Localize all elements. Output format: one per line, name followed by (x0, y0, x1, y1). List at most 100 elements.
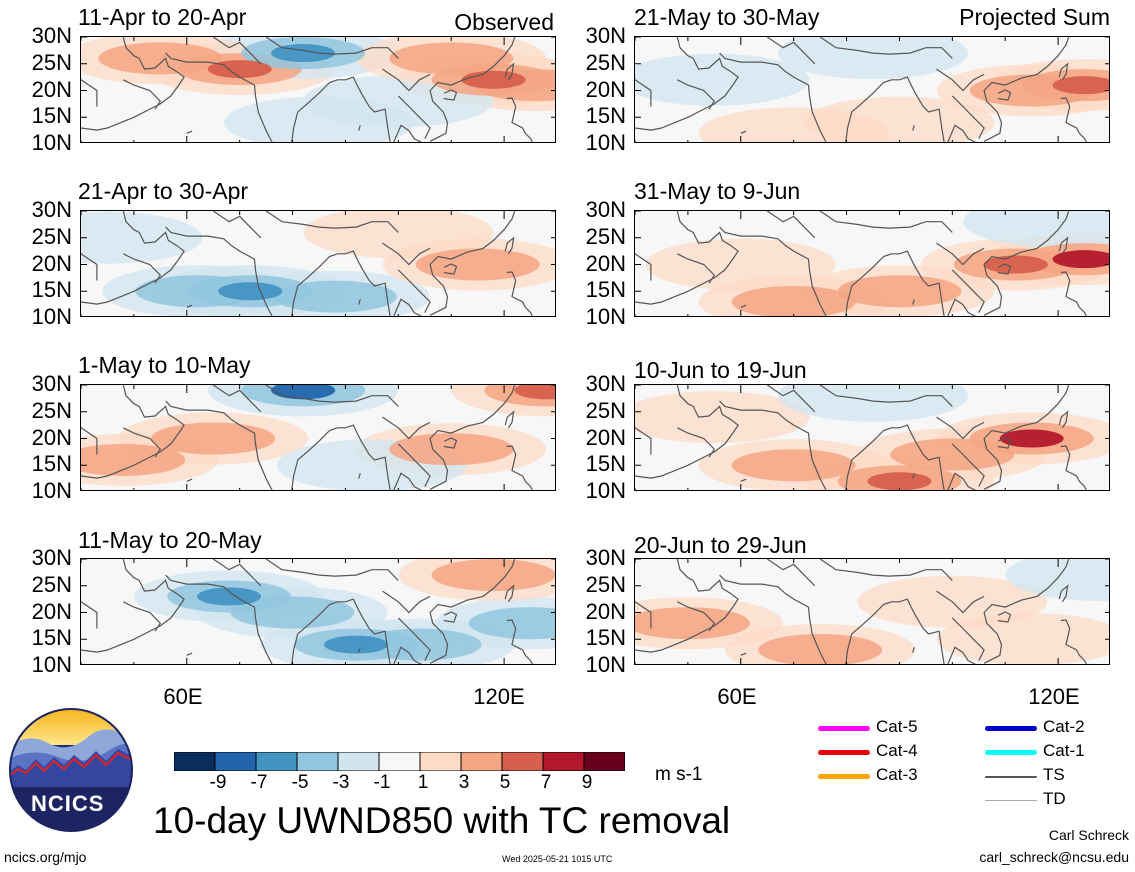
footer-url: ncics.org/mjo (4, 849, 87, 865)
lat-label: 10N (31, 478, 72, 503)
colorbar-tick-label: -7 (250, 772, 268, 793)
heatmap-cell (303, 211, 494, 259)
lat-label: 30N (585, 371, 626, 396)
colorbar-tick-label: -3 (332, 772, 350, 793)
coastline (506, 445, 533, 490)
coastline (81, 211, 185, 305)
coastline (912, 125, 915, 131)
lat-label: 15N (31, 277, 72, 303)
panel-title-7: 10-Jun to 19-Jun (634, 357, 807, 383)
lat-label: 15N (585, 625, 626, 651)
coastline (912, 647, 915, 653)
coastline (165, 52, 273, 142)
coastline (506, 97, 533, 142)
coastline (291, 76, 391, 142)
colorbar-tick-label: 5 (499, 772, 511, 793)
coastline (291, 424, 391, 490)
coastline (212, 211, 262, 239)
coastline (393, 472, 423, 490)
heatmap-cell (1052, 250, 1109, 269)
coastline (165, 574, 273, 664)
coastline (186, 652, 193, 656)
panel-title-8: 20-Jun to 29-Jun (634, 532, 807, 558)
coastline (845, 76, 945, 142)
map-panel-1 (80, 36, 556, 143)
coastline (635, 559, 739, 653)
coastline (81, 599, 98, 629)
coastline (123, 79, 162, 110)
legend-label: Cat-4 (876, 741, 918, 760)
coastline (358, 299, 361, 305)
coastline (845, 598, 945, 664)
coastline (265, 385, 399, 407)
heatmap-3 (81, 385, 555, 490)
lat-label: 10N (31, 652, 72, 677)
coastline (719, 226, 827, 316)
lat-label: 20N (31, 598, 72, 624)
colorbar-swatch (214, 751, 257, 772)
heatmap-cell (778, 385, 968, 422)
coastline (912, 299, 915, 305)
coastline (997, 263, 1012, 275)
coastline (265, 37, 399, 59)
lat-label: 10N (31, 130, 72, 155)
coastline (635, 425, 652, 455)
coastline (740, 304, 747, 308)
footer-timestamp: Wed 2025-05-21 1015 UTC (502, 854, 613, 864)
coastline (291, 250, 391, 316)
coastline (1058, 584, 1069, 603)
lat-label: 10N (585, 478, 626, 503)
coastline (81, 385, 185, 479)
coastline (766, 211, 816, 239)
coastline (81, 77, 98, 107)
coastline (947, 472, 977, 490)
lon-label-120e-left: 120E (473, 684, 525, 709)
heatmap-cell (324, 635, 389, 654)
lat-label: 25N (585, 571, 626, 597)
lat-label: 30N (31, 371, 72, 396)
coastline (951, 269, 985, 313)
coastline (719, 574, 827, 664)
colorbar-swatch (583, 751, 626, 772)
coastline (635, 37, 739, 131)
colorbar-swatch (337, 751, 380, 772)
coastline (740, 130, 747, 134)
coastline (212, 37, 262, 65)
lat-label: 10N (31, 304, 72, 329)
heatmap-cell (778, 37, 968, 80)
footer-author: Carl Schreck (1048, 827, 1129, 843)
coastline (819, 559, 953, 581)
coastline (677, 253, 716, 284)
coastline (912, 473, 915, 479)
coastline (504, 62, 515, 81)
heatmap-6 (635, 211, 1109, 316)
colorbar (173, 751, 626, 772)
lat-label: 30N (31, 197, 72, 222)
colorbar-tick-label: 1 (417, 772, 429, 793)
heatmap-cell (999, 429, 1064, 448)
map-panel-7 (634, 384, 1110, 491)
coastline (677, 79, 716, 110)
heatmap-cell (804, 96, 995, 142)
coastline (983, 211, 1070, 316)
colorbar-swatch (542, 751, 585, 772)
coastline (719, 400, 827, 490)
coastline (382, 590, 431, 614)
lat-label: 30N (31, 545, 72, 570)
heatmap-cell (731, 449, 856, 482)
legend-label: TS (1043, 765, 1065, 784)
coastline (819, 37, 953, 59)
heatmap-cell (197, 587, 262, 606)
coastline (951, 95, 985, 139)
coastline (936, 68, 985, 92)
coastline (1058, 410, 1069, 429)
colorbar-tick-label: -1 (373, 772, 391, 793)
coastline (81, 559, 185, 653)
coastline (393, 646, 423, 664)
lat-label: 30N (585, 545, 626, 570)
lat-label: 15N (585, 277, 626, 303)
lat-label: 15N (31, 103, 72, 129)
legend-label: Cat-3 (876, 765, 918, 784)
coastline (635, 599, 652, 629)
coastline (81, 37, 185, 131)
